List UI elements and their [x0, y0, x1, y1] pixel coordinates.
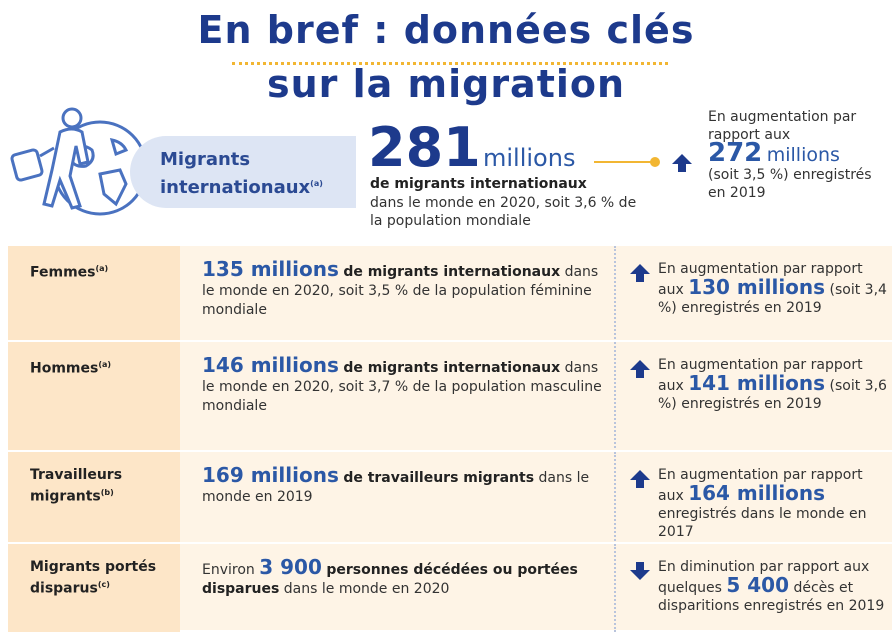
segment: personnes décédées ou portées disparues	[202, 562, 578, 597]
table-row: Migrants portés disparus(c) Environ 3 900…	[8, 542, 892, 632]
hero-label: Migrants internationaux(a)	[160, 148, 360, 200]
note: (a)	[98, 360, 112, 369]
migrant-icon	[10, 107, 148, 216]
row-comparison: En augmentation par rapport aux 141 mill…	[614, 342, 892, 452]
note: (b)	[100, 488, 114, 497]
segment: dans le monde en 2019	[202, 470, 590, 505]
segment: 146 millions	[202, 353, 339, 377]
segment: En diminution par rapport aux quelques	[658, 559, 870, 596]
hero-number: 281	[368, 116, 481, 179]
row-main: Environ 3 900 personnes décédées ou port…	[202, 555, 612, 599]
segment: 169 millions	[202, 463, 339, 487]
segment: En augmentation par rapport aux	[658, 467, 863, 504]
table-row: Hommes(a) 146 millions de migrants intern…	[8, 340, 892, 452]
hero-bold: de migrants internationaux	[370, 176, 587, 192]
row-main: 135 millions de migrants internationaux …	[202, 257, 612, 320]
divider	[232, 62, 668, 65]
segment: (soit 3,4 %) enregistrés en 2019	[658, 282, 887, 316]
segment: de migrants internationaux	[343, 264, 561, 280]
segment: dans le monde en 2020, soit 3,5 % de la …	[202, 264, 599, 318]
segment: 130 millions	[688, 275, 826, 299]
segment: dans le monde en 2020	[283, 581, 450, 597]
row-comparison: En augmentation par rapport aux 164 mill…	[614, 452, 892, 544]
note: (a)	[95, 264, 109, 273]
arrow	[630, 470, 650, 488]
row-comparison: En diminution par rapport aux quelques 5…	[614, 544, 892, 632]
segment: dans le monde en 2020, soit 3,7 % de la …	[202, 360, 602, 414]
connector	[594, 154, 692, 172]
label-text: Migrants portés disparus	[30, 559, 157, 597]
segment: 141 millions	[688, 371, 826, 395]
row-comparison: En augmentation par rapport aux 130 mill…	[614, 246, 892, 342]
title-line: En bref : données clés	[197, 8, 695, 52]
table: Femmes(a) 135 millions de migrants intern…	[8, 244, 892, 632]
segment: de travailleurs migrants	[343, 470, 535, 486]
row-label: Hommes(a)	[8, 342, 180, 452]
segment: Environ	[202, 562, 255, 578]
label-text: Femmes	[30, 264, 96, 281]
row-main: 146 millions de migrants internationaux …	[202, 353, 612, 416]
segment: de migrants internationaux	[343, 360, 561, 376]
row-main: 169 millions de travailleurs migrants da…	[202, 463, 612, 507]
arrow	[630, 562, 650, 580]
note: (a)	[310, 179, 323, 188]
hero-text: dans le monde en 2020, soit 3,6 % de la …	[370, 195, 637, 229]
label-text: Migrants internationaux	[160, 149, 311, 198]
row-label: Migrants portés disparus(c)	[8, 544, 180, 632]
label-text: Travailleurs migrants	[30, 467, 123, 505]
label-text: Hommes	[30, 360, 99, 377]
row-label: Travailleurs migrants(b)	[8, 452, 180, 544]
segment: enregistrés dans le monde en 2017	[658, 506, 867, 540]
label-banner	[130, 136, 356, 208]
segment: En augmentation par rapport aux	[658, 357, 863, 394]
table-row: Femmes(a) 135 millions de migrants intern…	[8, 244, 892, 342]
comparison-text: En augmentation par rapport aux	[708, 109, 857, 143]
segment: 164 millions	[688, 481, 826, 505]
segment: (soit 3,6 %) enregistrés en 2019	[658, 378, 887, 412]
arrow	[630, 264, 650, 282]
hero-unit: millions	[483, 144, 576, 172]
segment: En augmentation par rapport aux	[658, 261, 863, 298]
arrow	[630, 360, 650, 378]
comparison-text: (soit 3,5 %) enregistrés en 2019	[708, 167, 872, 201]
segment: 135 millions	[202, 257, 339, 281]
arrow	[672, 154, 692, 172]
title-line: sur la migration	[266, 62, 626, 106]
note: (c)	[97, 580, 110, 589]
segment: décès et disparitions enregistrés en 201…	[658, 580, 885, 614]
segment: 3 900	[259, 555, 322, 579]
table-row: Travailleurs migrants(b) 169 millions de …	[8, 450, 892, 544]
hero-comparison: En augmentation par rapport aux 272 mill…	[708, 108, 888, 202]
row-label: Femmes(a)	[8, 246, 180, 342]
segment: 5 400	[726, 573, 790, 597]
comparison-unit: millions	[766, 144, 840, 166]
comparison-number: 272	[708, 138, 763, 168]
